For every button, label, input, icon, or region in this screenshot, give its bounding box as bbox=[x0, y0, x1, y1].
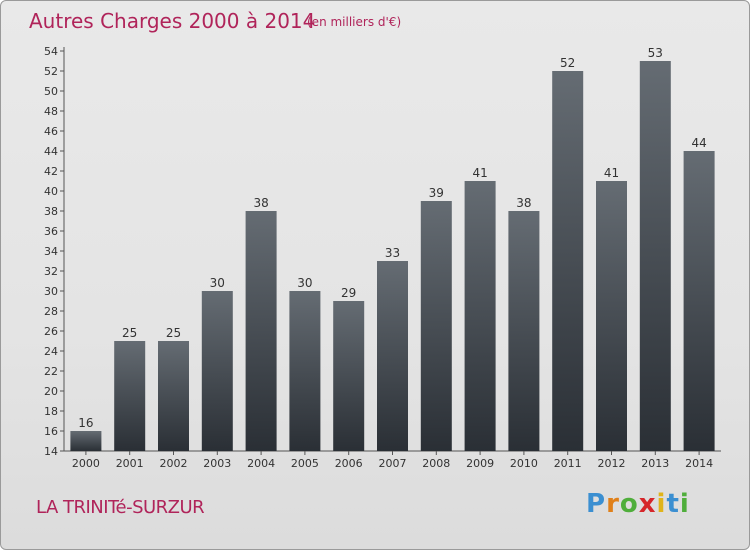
logo-letter: x bbox=[638, 489, 657, 519]
y-tick-label: 48 bbox=[44, 105, 58, 118]
y-tick-label: 28 bbox=[44, 305, 58, 318]
logo-letter: i bbox=[656, 489, 667, 519]
y-tick-label: 54 bbox=[44, 45, 58, 58]
bar bbox=[552, 71, 584, 451]
y-tick-label: 34 bbox=[44, 245, 58, 258]
bar bbox=[420, 201, 452, 451]
data-label: 52 bbox=[560, 56, 575, 70]
data-label: 41 bbox=[472, 166, 487, 180]
x-tick-label: 2011 bbox=[554, 457, 582, 470]
y-tick-label: 44 bbox=[44, 145, 58, 158]
bar bbox=[508, 211, 540, 451]
data-label: 25 bbox=[122, 326, 137, 340]
bar bbox=[114, 341, 146, 451]
y-tick-label: 14 bbox=[44, 445, 58, 458]
y-tick-label: 22 bbox=[44, 365, 58, 378]
y-tick-label: 50 bbox=[44, 85, 58, 98]
x-tick-label: 2014 bbox=[685, 457, 713, 470]
data-label: 29 bbox=[341, 286, 356, 300]
bar-chart: 14 16 18 20 22 24 26 28 30 32 34 36 38 40 42 44 46 48 50 52… bbox=[44, 45, 721, 470]
x-tick-label: 2009 bbox=[466, 457, 494, 470]
y-tick-label: 38 bbox=[44, 205, 58, 218]
x-tick-label: 2000 bbox=[72, 457, 100, 470]
x-tick-label: 2010 bbox=[510, 457, 538, 470]
bar bbox=[70, 431, 102, 451]
bar bbox=[158, 341, 189, 451]
x-tick-label: 2005 bbox=[291, 457, 319, 470]
y-tick-label: 36 bbox=[44, 225, 58, 238]
logo-letter: P bbox=[586, 489, 607, 519]
bar bbox=[639, 61, 671, 451]
data-label: 39 bbox=[429, 186, 444, 200]
data-label: 30 bbox=[297, 276, 312, 290]
x-tick-label: 2007 bbox=[379, 457, 407, 470]
x-tick-label: 2013 bbox=[641, 457, 669, 470]
x-tick-label: 2001 bbox=[116, 457, 144, 470]
data-label: 44 bbox=[691, 136, 706, 150]
chart-title: Autres Charges 2000 à 2014 bbox=[29, 9, 316, 33]
x-tick-label: 2004 bbox=[247, 457, 275, 470]
chart-bars: 16 25 25 30 38 30 29 33 39 41 38 52 41 53 44 bbox=[70, 46, 715, 451]
x-tick-label: 2008 bbox=[422, 457, 450, 470]
proxiti-logo[interactable]: Proxiti bbox=[586, 489, 690, 519]
chart-axes: 14 16 18 20 22 24 26 28 30 32 34 36 38 40 42 44 46 48 50 52… bbox=[44, 45, 721, 470]
y-tick-label: 30 bbox=[44, 285, 58, 298]
chart-subtitle: (en milliers d'€) bbox=[307, 15, 402, 29]
bar bbox=[377, 261, 408, 451]
commune-name: LA TRINITé-SURZUR bbox=[36, 497, 205, 518]
y-tick-label: 46 bbox=[44, 125, 58, 138]
y-tick-label: 32 bbox=[44, 265, 58, 278]
logo-letter: o bbox=[619, 489, 639, 519]
y-tick-label: 40 bbox=[44, 185, 58, 198]
x-tick-label: 2012 bbox=[598, 457, 626, 470]
bar bbox=[596, 181, 627, 451]
y-tick-label: 52 bbox=[44, 65, 58, 78]
data-label: 38 bbox=[253, 196, 268, 210]
bar bbox=[201, 291, 233, 451]
logo-letter: r bbox=[606, 489, 620, 519]
data-label: 25 bbox=[166, 326, 181, 340]
y-tick-label: 26 bbox=[44, 325, 58, 338]
data-label: 53 bbox=[648, 46, 663, 60]
bar bbox=[333, 301, 365, 451]
y-tick-label: 20 bbox=[44, 385, 58, 398]
bar bbox=[245, 211, 277, 451]
data-label: 16 bbox=[78, 416, 93, 430]
y-tick-label: 18 bbox=[44, 405, 58, 418]
logo-letter: i bbox=[679, 489, 690, 519]
data-label: 33 bbox=[385, 246, 400, 260]
y-tick-label: 42 bbox=[44, 165, 58, 178]
x-tick-label: 2003 bbox=[203, 457, 231, 470]
y-tick-label: 16 bbox=[44, 425, 58, 438]
bar bbox=[464, 181, 496, 451]
data-label: 30 bbox=[210, 276, 225, 290]
x-tick-label: 2006 bbox=[335, 457, 363, 470]
logo-letter: t bbox=[666, 489, 680, 519]
data-label: 38 bbox=[516, 196, 531, 210]
data-label: 41 bbox=[604, 166, 619, 180]
bar bbox=[683, 151, 715, 451]
bar bbox=[289, 291, 321, 451]
y-tick-label: 24 bbox=[44, 345, 58, 358]
x-tick-label: 2002 bbox=[160, 457, 188, 470]
